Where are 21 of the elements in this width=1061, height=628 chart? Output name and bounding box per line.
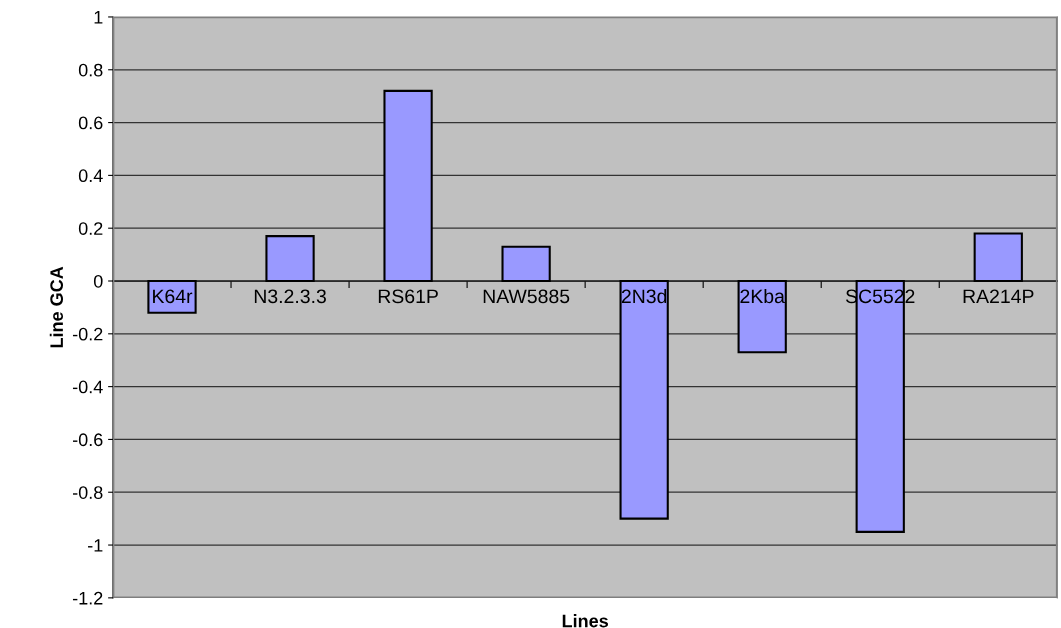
- y-axis-title: Line GCA: [49, 266, 64, 348]
- x-tick-label: RS61P: [378, 289, 438, 304]
- x-tick-label: K64r: [153, 289, 193, 304]
- y-tick-label: -0.4: [72, 380, 103, 394]
- y-tick-label: -1.2: [72, 591, 103, 605]
- y-tick-label: 0.6: [78, 116, 103, 130]
- y-tick-label: -0.6: [72, 433, 103, 447]
- x-tick-label: 2Kba: [740, 288, 785, 304]
- x-tick-label: RA214P: [963, 289, 1034, 304]
- y-tick-label: 1: [94, 11, 103, 24]
- x-tick-label: NAW5885: [483, 289, 570, 304]
- y-tick-label: 0: [93, 274, 103, 288]
- y-tick-label: 0.4: [78, 169, 103, 183]
- y-tick-label: 0.2: [78, 222, 103, 235]
- x-tick-label: N3.2.3.3: [254, 289, 326, 304]
- x-tick-label: 2N3d: [621, 288, 667, 304]
- y-tick-label: -0.8: [72, 486, 103, 499]
- y-tick-label: -1: [88, 539, 103, 552]
- y-tick-label: -0.2: [72, 327, 103, 341]
- x-axis-title: Lines: [562, 614, 608, 628]
- y-tick-label: 0.8: [78, 63, 103, 77]
